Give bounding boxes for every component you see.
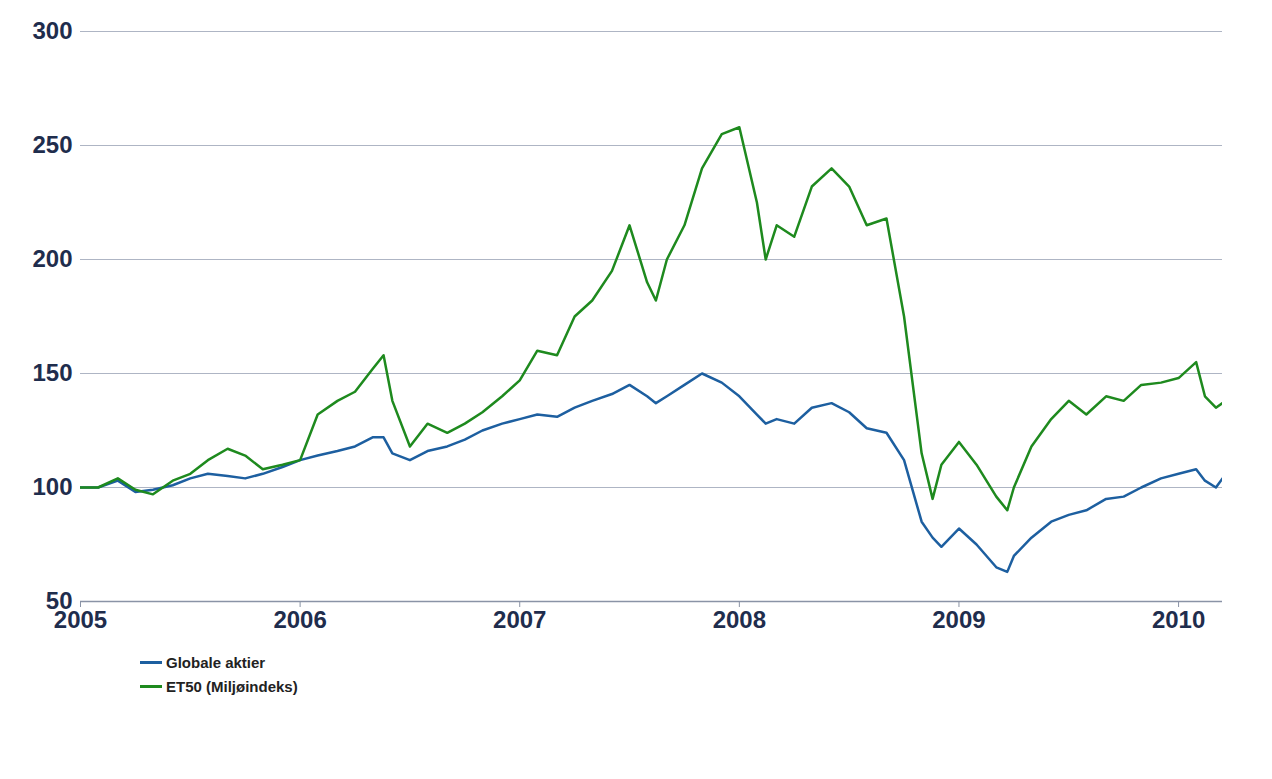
svg-text:50: 50 [45, 587, 73, 615]
html-text:ET50 (Miljøindeks): ET50 (Miljøindeks) [166, 677, 298, 695]
svg-text:2010: 2010 [1152, 606, 1205, 633]
svg-text:100: 100 [32, 473, 72, 500]
svg-text:250: 250 [32, 131, 72, 158]
svg-text:300: 300 [32, 17, 72, 44]
svg-text:200: 200 [32, 245, 72, 272]
svg-text:2008: 2008 [713, 606, 766, 633]
svg-text:2006: 2006 [273, 606, 326, 633]
html-text:Globale aktier: Globale aktier [166, 653, 266, 671]
svg-text:2005: 2005 [54, 606, 107, 633]
svg-text:2007: 2007 [493, 606, 546, 633]
svg-text:150: 150 [32, 359, 72, 386]
svg-text:2009: 2009 [932, 606, 985, 633]
